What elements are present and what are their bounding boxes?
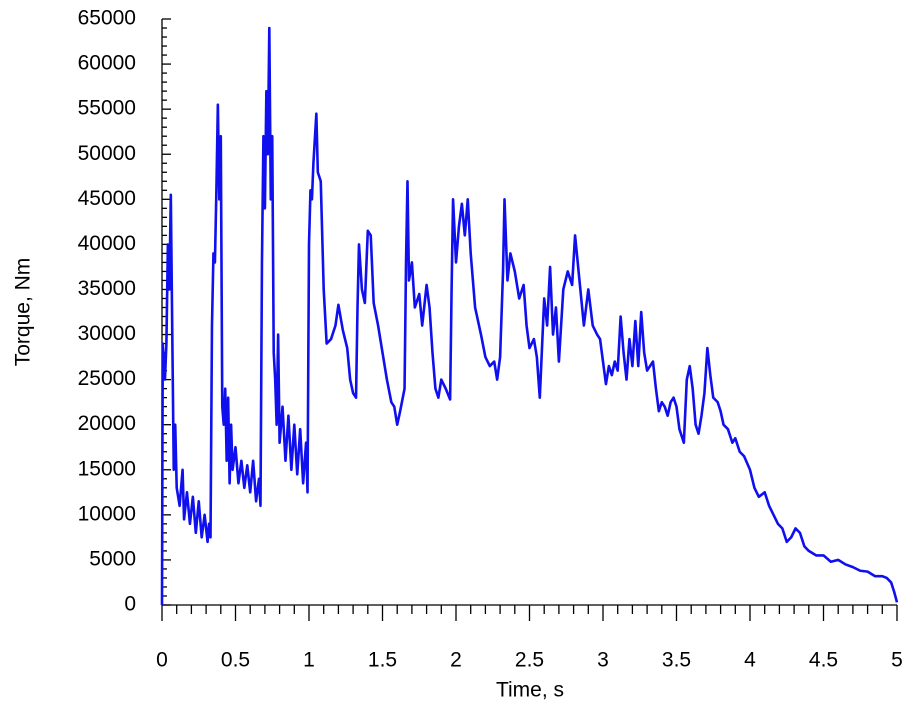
y-tick-label: 55000 xyxy=(78,97,136,120)
x-axis-label: Time, s xyxy=(496,679,564,702)
x-tick-label: 1 xyxy=(303,649,315,672)
y-tick-label: 65000 xyxy=(78,7,136,30)
y-tick-label: 40000 xyxy=(78,232,136,255)
x-tick-label: 2.5 xyxy=(515,649,544,672)
x-tick-label: 2 xyxy=(450,649,462,672)
y-tick-label: 15000 xyxy=(78,457,136,480)
x-tick-label: 0 xyxy=(156,649,168,672)
x-tick-label: 3 xyxy=(597,649,609,672)
y-axis-label: Torque, Nm xyxy=(12,258,35,367)
y-tick-label: 25000 xyxy=(78,367,136,390)
y-tick-label: 35000 xyxy=(78,277,136,300)
x-tick-label: 0.5 xyxy=(221,649,250,672)
x-tick-label: 4 xyxy=(744,649,756,672)
y-tick-label: 5000 xyxy=(89,547,136,570)
y-tick-label: 30000 xyxy=(78,322,136,345)
y-tick-label: 0 xyxy=(124,593,136,616)
x-tick-label: 3.5 xyxy=(662,649,691,672)
y-tick-label: 20000 xyxy=(78,412,136,435)
y-tick-label: 45000 xyxy=(78,187,136,210)
y-tick-label: 60000 xyxy=(78,52,136,75)
y-tick-label: 10000 xyxy=(78,502,136,525)
data-line xyxy=(160,26,899,606)
x-tick-label: 5 xyxy=(891,649,903,672)
x-tick-label: 1.5 xyxy=(368,649,397,672)
x-tick-label: 4.5 xyxy=(809,649,838,672)
y-tick-label: 50000 xyxy=(78,142,136,165)
